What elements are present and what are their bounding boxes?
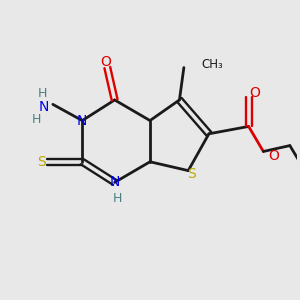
Text: O: O xyxy=(250,85,261,100)
Text: H: H xyxy=(113,192,122,205)
Text: S: S xyxy=(187,167,196,181)
Text: N: N xyxy=(77,114,88,128)
Text: H: H xyxy=(38,87,47,100)
Text: H: H xyxy=(32,112,41,126)
Text: S: S xyxy=(37,155,46,169)
Text: O: O xyxy=(268,149,279,163)
Text: N: N xyxy=(39,100,49,114)
Text: N: N xyxy=(110,176,120,189)
Text: O: O xyxy=(100,55,111,69)
Text: CH₃: CH₃ xyxy=(202,58,223,71)
